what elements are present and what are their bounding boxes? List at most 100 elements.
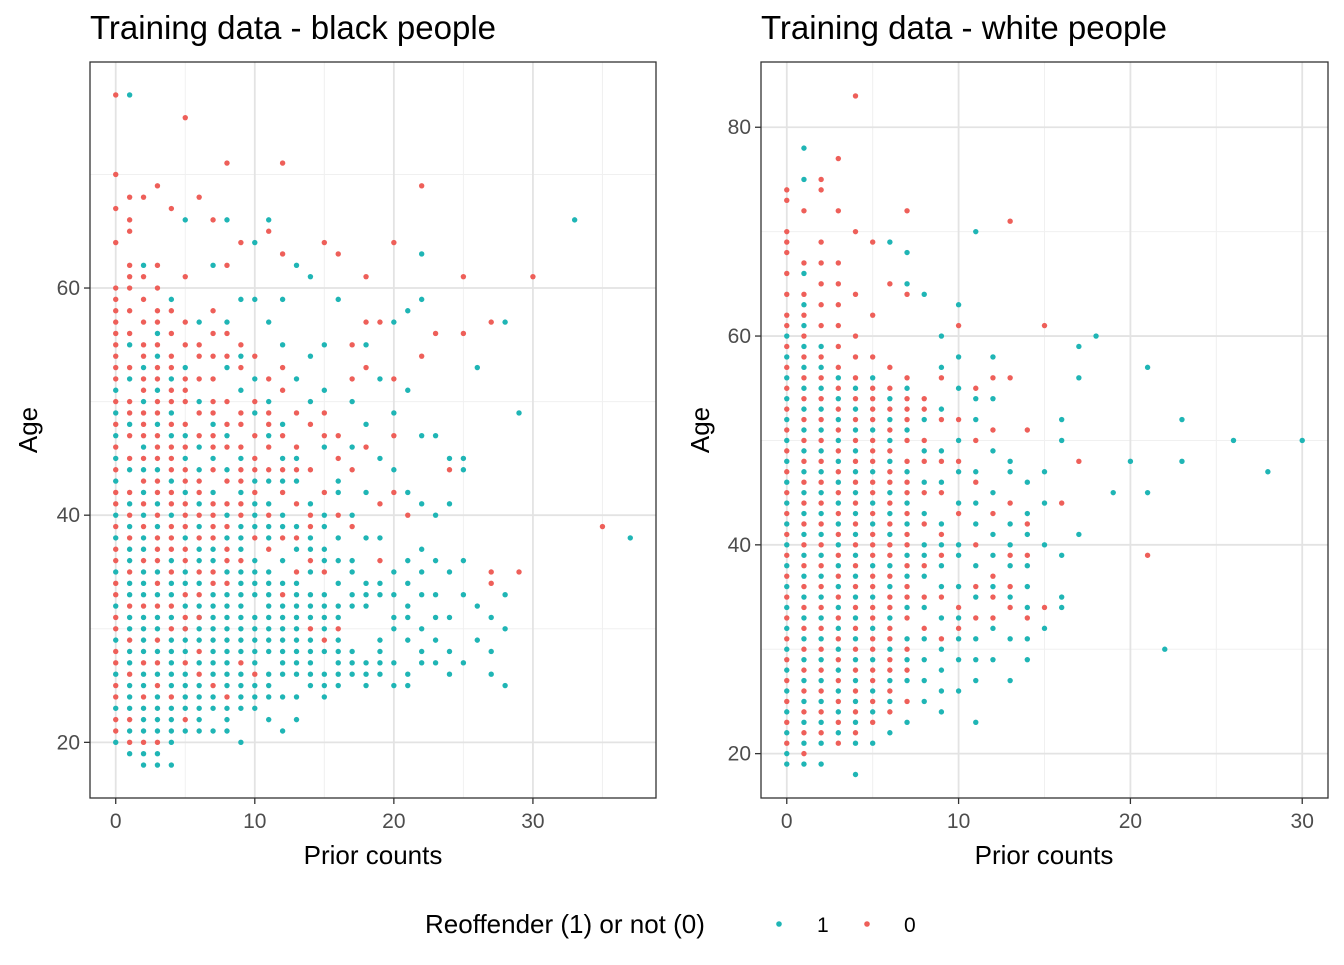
data-point-1: [335, 489, 341, 496]
data-point-0: [852, 583, 859, 590]
data-point-1: [168, 296, 175, 303]
data-point-0: [140, 319, 147, 325]
data-point-1: [973, 636, 979, 642]
data-point-0: [210, 376, 216, 382]
data-point-1: [321, 614, 328, 621]
data-point-1: [154, 751, 161, 757]
data-point-0: [154, 682, 161, 689]
data-point-1: [432, 660, 439, 666]
data-point-0: [210, 308, 216, 314]
data-point-1: [405, 557, 411, 564]
data-point-0: [196, 194, 202, 200]
data-point-0: [818, 322, 824, 329]
data-point-0: [973, 479, 979, 485]
data-point-0: [887, 406, 893, 412]
data-point-1: [307, 546, 314, 552]
data-point-1: [990, 354, 996, 360]
data-point-0: [182, 557, 188, 564]
data-point-1: [921, 291, 927, 297]
data-point-1: [1179, 458, 1185, 465]
data-point-1: [126, 523, 133, 530]
data-point-1: [321, 523, 328, 530]
data-point-0: [904, 489, 910, 496]
data-point-1: [784, 688, 790, 694]
data-point-1: [168, 705, 175, 711]
data-point-1: [1179, 416, 1185, 423]
data-point-0: [801, 500, 807, 506]
data-point-0: [921, 594, 927, 600]
data-point-0: [887, 552, 893, 558]
data-point-0: [182, 376, 188, 382]
y-tick-label: 40: [728, 534, 751, 557]
x-tick-label: 0: [110, 810, 122, 833]
data-point-1: [1007, 677, 1013, 684]
data-point-0: [307, 523, 314, 530]
data-point-1: [852, 448, 859, 454]
data-point-0: [196, 535, 202, 541]
data-point-1: [835, 709, 842, 715]
data-point-1: [293, 580, 300, 587]
data-point-0: [126, 273, 133, 280]
data-point-1: [432, 591, 439, 598]
data-point-0: [321, 489, 328, 496]
data-point-0: [784, 489, 790, 496]
data-point-1: [418, 648, 425, 655]
y-tick-label: 20: [57, 731, 80, 754]
data-point-1: [140, 626, 147, 632]
data-point-1: [140, 398, 147, 405]
data-point-0: [182, 478, 188, 484]
data-point-1: [224, 671, 230, 677]
data-point-0: [904, 375, 910, 381]
data-point-1: [154, 569, 161, 575]
data-point-0: [238, 660, 244, 666]
data-point-1: [938, 583, 945, 590]
data-point-0: [784, 531, 790, 538]
data-point-0: [818, 625, 824, 632]
data-point-0: [113, 626, 119, 632]
data-point-1: [210, 546, 216, 552]
data-point-1: [363, 535, 369, 541]
data-point-1: [446, 501, 453, 507]
data-point-0: [818, 260, 824, 266]
data-point-1: [224, 535, 230, 541]
x-axis-label: Prior counts: [304, 840, 443, 870]
data-point-1: [140, 637, 147, 643]
data-point-0: [182, 660, 188, 666]
data-point-1: [224, 319, 230, 325]
data-point-0: [835, 719, 842, 726]
data-point-1: [1058, 552, 1065, 558]
data-point-1: [321, 444, 328, 450]
data-point-1: [182, 728, 188, 734]
data-point-0: [818, 395, 824, 402]
y-tick-label: 20: [728, 743, 751, 766]
data-point-1: [1024, 583, 1031, 590]
data-point-1: [182, 705, 188, 711]
data-point-0: [293, 467, 300, 473]
data-point-0: [852, 625, 859, 632]
data-point-0: [363, 273, 369, 280]
data-point-1: [293, 626, 300, 632]
data-point-0: [113, 330, 119, 337]
data-point-1: [955, 469, 962, 475]
legend-label-0: 0: [904, 914, 916, 937]
data-point-0: [869, 552, 876, 558]
data-point-0: [904, 615, 910, 621]
data-point-1: [474, 364, 480, 371]
data-point-1: [363, 682, 369, 689]
data-point-1: [921, 573, 927, 579]
data-point-1: [835, 604, 842, 611]
data-point-1: [488, 648, 494, 655]
data-point-0: [224, 330, 230, 337]
data-point-0: [224, 694, 230, 700]
data-point-0: [126, 308, 133, 314]
data-point-1: [904, 552, 910, 558]
data-point-1: [784, 750, 790, 757]
data-point-0: [210, 569, 216, 575]
data-point-0: [210, 467, 216, 473]
data-point-1: [801, 302, 807, 308]
data-point-1: [307, 535, 314, 541]
data-point-1: [405, 614, 411, 621]
data-point-1: [252, 376, 258, 382]
data-point-1: [266, 432, 272, 439]
data-point-0: [835, 469, 842, 475]
